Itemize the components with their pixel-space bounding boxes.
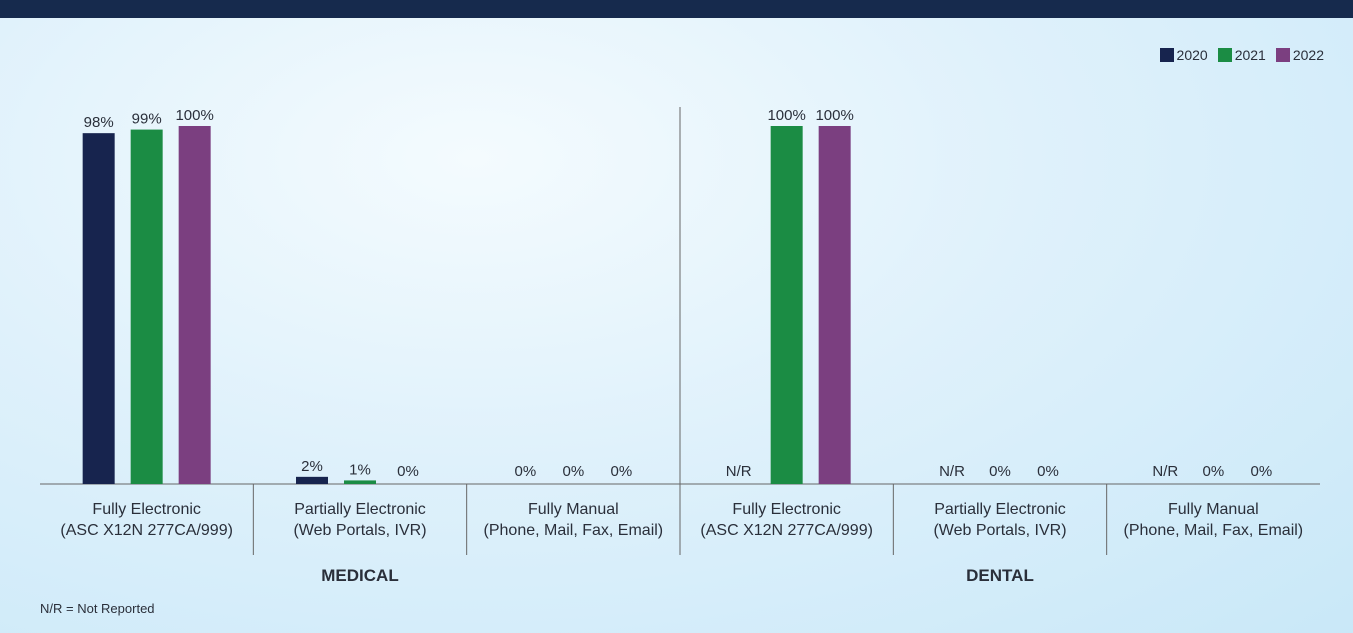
- category-label-line1: Fully Electronic: [92, 501, 200, 518]
- data-label: N/R: [939, 463, 965, 480]
- data-label: 0%: [1037, 463, 1059, 480]
- data-label: 0%: [1250, 463, 1272, 480]
- bar: [130, 129, 163, 484]
- legend-swatch-2021: [1217, 48, 1232, 62]
- category-label-line2: (Phone, Mail, Fax, Email): [484, 522, 664, 539]
- footnote: N/R = Not Reported: [40, 601, 155, 616]
- category-label-line1: Partially Electronic: [934, 501, 1066, 518]
- data-label: 100%: [175, 107, 213, 124]
- legend-item-2022: 2022: [1275, 47, 1324, 63]
- data-label: 100%: [815, 107, 853, 124]
- data-label: 0%: [397, 463, 419, 480]
- bar: [344, 480, 376, 484]
- group-label: DENTAL: [966, 566, 1034, 585]
- legend-label-2020: 2020: [1176, 47, 1208, 63]
- legend: 2020 2021 2022: [1159, 47, 1324, 63]
- data-label: 99%: [132, 111, 162, 128]
- category-label-line1: Fully Manual: [528, 501, 619, 518]
- category-label-line2: (ASC X12N 277CA/999): [700, 522, 873, 539]
- bar: [296, 476, 328, 484]
- bar: [178, 126, 211, 484]
- bar: [818, 126, 851, 484]
- legend-swatch-2020: [1159, 48, 1174, 62]
- category-label-line2: (Phone, Mail, Fax, Email): [1124, 522, 1304, 539]
- data-label: 98%: [84, 114, 114, 131]
- data-label: 0%: [1202, 463, 1224, 480]
- legend-label-2021: 2021: [1234, 47, 1266, 63]
- group-label: MEDICAL: [321, 566, 398, 585]
- data-label: 0%: [562, 463, 584, 480]
- data-label: 100%: [767, 107, 805, 124]
- bar: [82, 133, 115, 484]
- data-label: 1%: [349, 461, 371, 478]
- legend-swatch-2022: [1275, 48, 1290, 62]
- category-label-line1: Partially Electronic: [294, 501, 426, 518]
- category-label-line1: Fully Electronic: [732, 501, 840, 518]
- data-label: 0%: [610, 463, 632, 480]
- category-label-line2: (ASC X12N 277CA/999): [60, 522, 233, 539]
- legend-label-2022: 2022: [1292, 47, 1324, 63]
- legend-item-2021: 2021: [1217, 47, 1266, 63]
- bar: [770, 126, 803, 484]
- category-label-line2: (Web Portals, IVR): [293, 522, 426, 539]
- data-label: N/R: [1152, 463, 1178, 480]
- data-label: 2%: [301, 458, 323, 475]
- top-band: [0, 0, 1353, 18]
- data-label: N/R: [726, 463, 752, 480]
- data-label: 0%: [989, 463, 1011, 480]
- category-label-line2: (Web Portals, IVR): [933, 522, 1066, 539]
- category-label-line1: Fully Manual: [1168, 501, 1259, 518]
- legend-item-2020: 2020: [1159, 47, 1208, 63]
- data-label: 0%: [514, 463, 536, 480]
